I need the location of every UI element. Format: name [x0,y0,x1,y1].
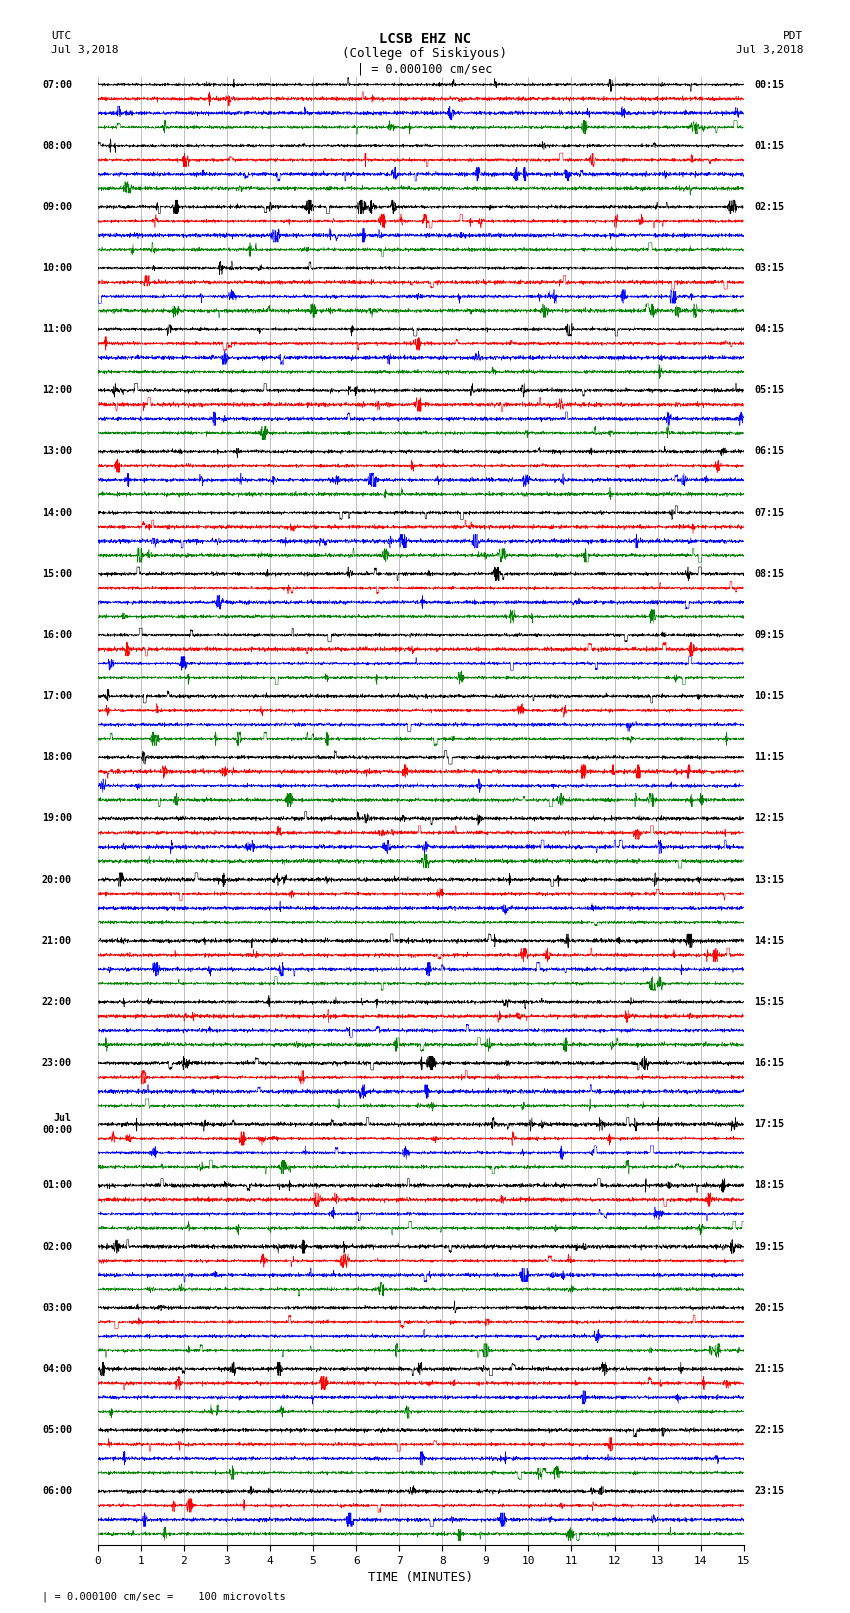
Text: 04:00: 04:00 [42,1365,72,1374]
Text: 14:00: 14:00 [42,508,72,518]
Text: 01:15: 01:15 [755,140,785,150]
Text: 08:00: 08:00 [42,140,72,150]
Text: 14:15: 14:15 [755,936,785,945]
Text: PDT: PDT [783,31,803,40]
Text: 22:00: 22:00 [42,997,72,1007]
Text: Jul
00:00: Jul 00:00 [42,1113,72,1136]
Text: 06:15: 06:15 [755,447,785,456]
Text: (College of Siskiyous): (College of Siskiyous) [343,47,507,60]
Text: 20:00: 20:00 [42,874,72,884]
Text: 21:00: 21:00 [42,936,72,945]
Text: 15:00: 15:00 [42,569,72,579]
Text: 05:00: 05:00 [42,1424,72,1436]
Text: 11:15: 11:15 [755,752,785,763]
Text: Jul 3,2018: Jul 3,2018 [51,45,118,55]
Text: 12:15: 12:15 [755,813,785,824]
Text: 15:15: 15:15 [755,997,785,1007]
Text: 23:15: 23:15 [755,1486,785,1497]
Text: 16:15: 16:15 [755,1058,785,1068]
Text: 13:15: 13:15 [755,874,785,884]
Text: UTC: UTC [51,31,71,40]
Text: LCSB EHZ NC: LCSB EHZ NC [379,32,471,47]
Text: 10:15: 10:15 [755,690,785,702]
Text: 01:00: 01:00 [42,1181,72,1190]
Text: | = 0.000100 cm/sec =    100 microvolts: | = 0.000100 cm/sec = 100 microvolts [42,1590,286,1602]
Text: 17:00: 17:00 [42,690,72,702]
Text: 10:00: 10:00 [42,263,72,273]
Text: 11:00: 11:00 [42,324,72,334]
Text: 03:15: 03:15 [755,263,785,273]
Text: 03:00: 03:00 [42,1303,72,1313]
Text: 16:00: 16:00 [42,631,72,640]
Text: 19:15: 19:15 [755,1242,785,1252]
Text: 02:15: 02:15 [755,202,785,211]
Text: 09:15: 09:15 [755,631,785,640]
Text: Jul 3,2018: Jul 3,2018 [736,45,803,55]
Text: 12:00: 12:00 [42,386,72,395]
Text: 00:15: 00:15 [755,79,785,90]
Text: 17:15: 17:15 [755,1119,785,1129]
Text: 07:15: 07:15 [755,508,785,518]
Text: | = 0.000100 cm/sec: | = 0.000100 cm/sec [357,63,493,76]
Text: 18:00: 18:00 [42,752,72,763]
Text: 04:15: 04:15 [755,324,785,334]
Text: 22:15: 22:15 [755,1424,785,1436]
Text: 07:00: 07:00 [42,79,72,90]
Text: 18:15: 18:15 [755,1181,785,1190]
Text: 20:15: 20:15 [755,1303,785,1313]
X-axis label: TIME (MINUTES): TIME (MINUTES) [368,1571,473,1584]
Text: 19:00: 19:00 [42,813,72,824]
Text: 08:15: 08:15 [755,569,785,579]
Text: 23:00: 23:00 [42,1058,72,1068]
Text: 21:15: 21:15 [755,1365,785,1374]
Text: 06:00: 06:00 [42,1486,72,1497]
Text: 02:00: 02:00 [42,1242,72,1252]
Text: 13:00: 13:00 [42,447,72,456]
Text: 05:15: 05:15 [755,386,785,395]
Text: 09:00: 09:00 [42,202,72,211]
